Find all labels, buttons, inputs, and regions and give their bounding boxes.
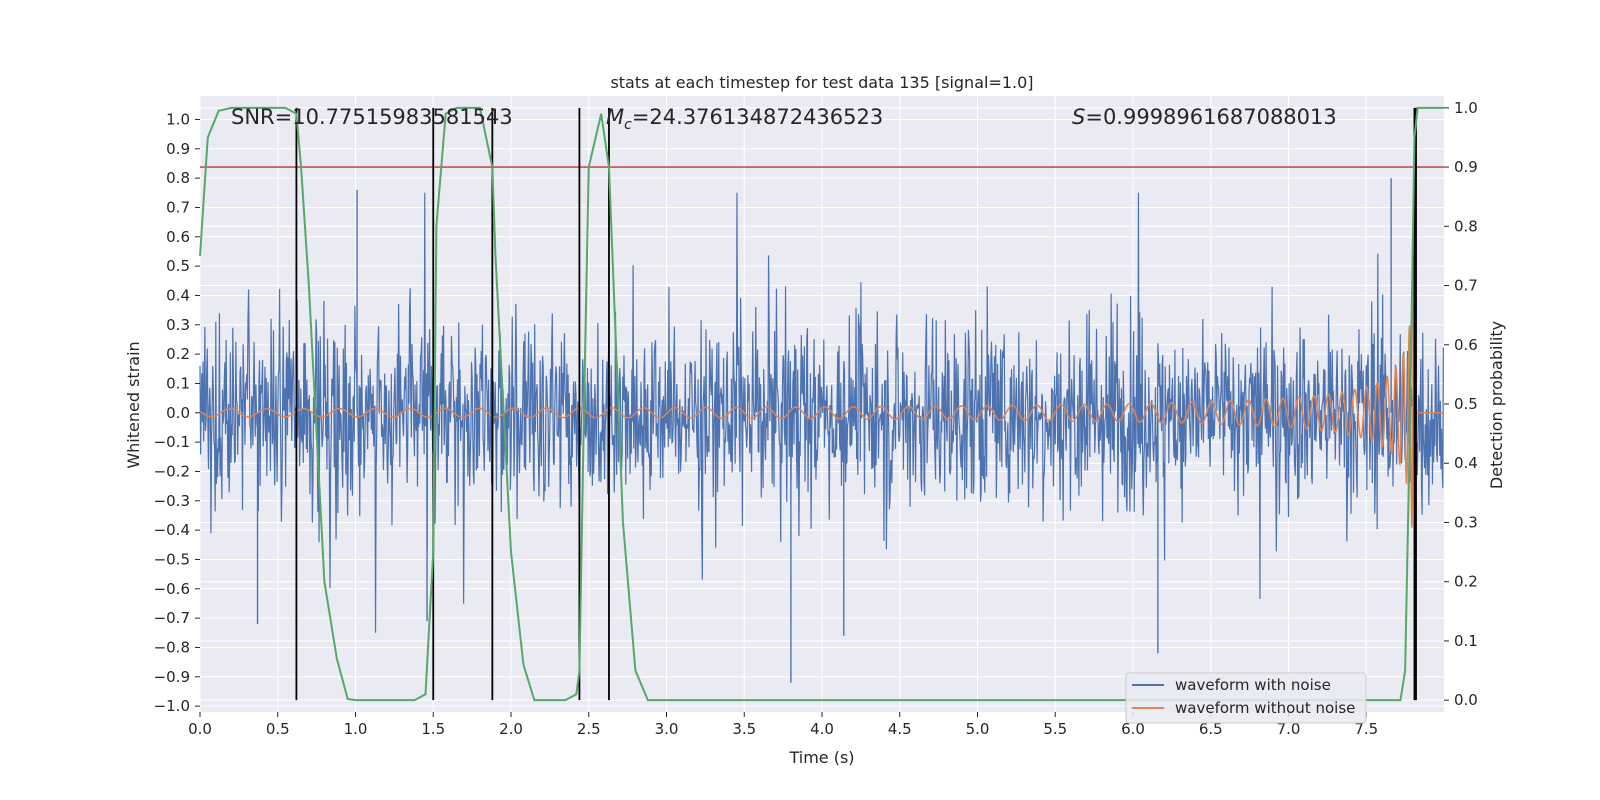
mc-subscript: c (624, 117, 632, 133)
y2-axis-label: Detection probability (1487, 321, 1506, 489)
s-symbol: S (1072, 105, 1085, 129)
y-axis-label: Whitened strain (124, 341, 143, 468)
y2-tick-label: 0.1 (1454, 632, 1478, 650)
y-tick-label: 0.9 (166, 140, 190, 158)
y-tick-label: −0.9 (154, 668, 190, 686)
y-tick-label: −0.3 (154, 492, 190, 510)
y2-tick-label: 0.8 (1454, 217, 1478, 235)
y-tick-label: 0.2 (166, 345, 190, 363)
y-tick-label: 0.8 (166, 169, 190, 187)
x-tick-label: 7.0 (1277, 720, 1301, 738)
noise-line (199, 192, 1444, 633)
chart-title: stats at each timestep for test data 135… (610, 73, 1033, 92)
x-tick-label: 7.5 (1354, 720, 1378, 738)
y2-tick-label: 0.7 (1454, 277, 1478, 295)
y-tick-label: 0.1 (166, 374, 190, 392)
mc-annotation: Mc=24.376134872436523 (606, 105, 883, 133)
overlays (199, 106, 1444, 702)
legend: waveform with noise waveform without noi… (1125, 672, 1367, 724)
y-tick-label: −0.5 (154, 550, 190, 568)
y-tick-label: 0.6 (166, 228, 190, 246)
x-tick-label: 3.5 (732, 720, 756, 738)
x-tick-label: 1.0 (344, 720, 368, 738)
legend-label-noise: waveform with noise (1175, 676, 1331, 694)
y-axis-left: 1.0 0.9 0.8 0.7 0.6 0.5 0.4 0.3 0.2 0.1 0.0 −0.1 −0.… (154, 110, 200, 715)
y-tick-label: −0.4 (154, 521, 190, 539)
y-tick-label: 0.0 (166, 404, 190, 422)
x-axis: 0.0 0.5 1.0 1.5 2.0 2.5 3.0 3.5 4.0 4.5 5.0 5.5 6.0 6… (188, 712, 1378, 738)
y-tick-label: −1.0 (154, 697, 190, 715)
mc-symbol: M (606, 105, 624, 129)
y-tick-label: 1.0 (166, 110, 190, 128)
y2-tick-label: 0.9 (1454, 158, 1478, 176)
s-value: =0.9998961687088013 (1085, 105, 1336, 129)
y-axis-right: 1.0 0.9 0.8 0.7 0.6 0.5 0.4 0.3 0.2 0.1 0.0 (1444, 99, 1478, 709)
x-tick-label: 4.5 (888, 720, 912, 738)
s-annotation: S=0.9998961687088013 (1072, 105, 1337, 129)
y-tick-label: −0.1 (154, 433, 190, 451)
x-tick-label: 2.5 (577, 720, 601, 738)
probability-line (199, 106, 1444, 702)
x-tick-label: 0.5 (266, 720, 290, 738)
y-tick-label: 0.4 (166, 286, 190, 304)
legend-box (1125, 672, 1367, 724)
x-tick-label: 6.0 (1121, 720, 1145, 738)
noise-series (199, 178, 1444, 683)
snr-annotation: SNR=10.77515983581543 (231, 105, 513, 129)
legend-label-clean: waveform without noise (1175, 699, 1355, 717)
y-tick-label: 0.5 (166, 257, 190, 275)
y2-tick-label: 0.5 (1454, 395, 1478, 413)
x-tick-label: 4.0 (810, 720, 834, 738)
x-tick-label: 5.5 (1043, 720, 1067, 738)
y-tick-label: 0.3 (166, 316, 190, 334)
y-tick-label: 0.7 (166, 198, 190, 216)
y2-tick-label: 0.3 (1454, 513, 1478, 531)
clean-series (199, 266, 1444, 555)
clean-line (199, 266, 1444, 555)
y-tick-label: −0.8 (154, 638, 190, 656)
y-tick-label: −0.7 (154, 609, 190, 627)
y-tick-label: −0.6 (154, 580, 190, 598)
y2-tick-label: 0.4 (1454, 454, 1478, 472)
y2-tick-label: 0.0 (1454, 691, 1478, 709)
x-tick-label: 6.5 (1199, 720, 1223, 738)
x-tick-label: 2.0 (499, 720, 523, 738)
y2-tick-label: 0.2 (1454, 573, 1478, 591)
mc-value: =24.376134872436523 (632, 105, 883, 129)
x-tick-label: 1.5 (421, 720, 445, 738)
y2-tick-label: 0.6 (1454, 336, 1478, 354)
x-tick-label: 0.0 (188, 720, 212, 738)
x-axis-label: Time (s) (788, 748, 854, 767)
y-tick-label: −0.2 (154, 462, 190, 480)
x-tick-label: 3.0 (655, 720, 679, 738)
y2-tick-label: 1.0 (1454, 99, 1478, 117)
x-tick-label: 5.0 (966, 720, 990, 738)
